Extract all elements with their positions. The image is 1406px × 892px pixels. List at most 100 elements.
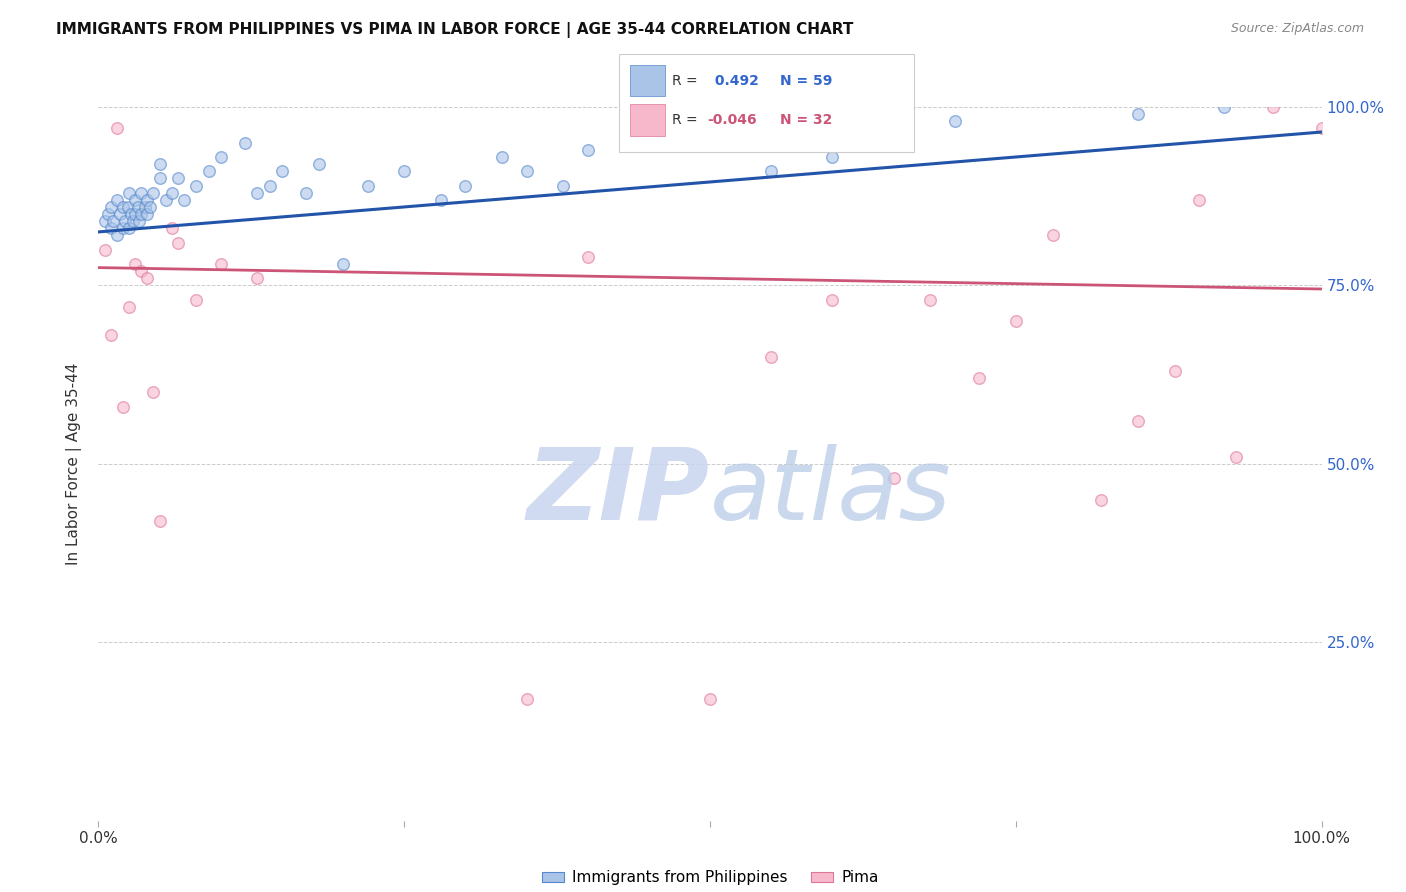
Point: [356, 178, 378, 193]
Text: R =: R =: [672, 113, 702, 128]
Point: [553, 178, 575, 193]
Point: [149, 157, 172, 171]
Point: [136, 271, 159, 285]
Point: [111, 200, 134, 214]
Point: [124, 207, 146, 221]
Point: [127, 200, 149, 214]
Point: [129, 264, 152, 278]
Point: [1128, 107, 1150, 121]
Point: [259, 178, 281, 193]
Point: [105, 228, 128, 243]
Point: [129, 207, 152, 221]
Legend: Immigrants from Philippines, Pima: Immigrants from Philippines, Pima: [536, 864, 884, 891]
Point: [392, 164, 416, 178]
Point: [332, 257, 354, 271]
Point: [454, 178, 477, 193]
Point: [1090, 492, 1112, 507]
Point: [149, 514, 172, 528]
Point: [246, 271, 269, 285]
Point: [118, 300, 141, 314]
Point: [129, 186, 152, 200]
Text: R =: R =: [672, 74, 702, 88]
Point: [515, 692, 537, 706]
Point: [270, 164, 294, 178]
Point: [576, 250, 599, 264]
Point: [100, 221, 122, 235]
Point: [1042, 228, 1064, 243]
Point: [97, 207, 120, 221]
Point: [149, 171, 172, 186]
Text: Source: ZipAtlas.com: Source: ZipAtlas.com: [1230, 22, 1364, 36]
Point: [638, 136, 661, 150]
Point: [139, 200, 162, 214]
Point: [121, 214, 143, 228]
Point: [233, 136, 256, 150]
Text: IMMIGRANTS FROM PHILIPPINES VS PIMA IN LABOR FORCE | AGE 35-44 CORRELATION CHART: IMMIGRANTS FROM PHILIPPINES VS PIMA IN L…: [56, 22, 853, 38]
Point: [1261, 100, 1284, 114]
Point: [1212, 100, 1234, 114]
Point: [186, 178, 208, 193]
Point: [209, 150, 232, 164]
Point: [699, 128, 721, 143]
Text: -0.046: -0.046: [707, 113, 756, 128]
Point: [761, 350, 783, 364]
Point: [197, 164, 219, 178]
Point: [1164, 364, 1187, 378]
Text: 0.492: 0.492: [710, 74, 759, 88]
Point: [920, 293, 942, 307]
Text: N = 32: N = 32: [780, 113, 832, 128]
Text: N = 59: N = 59: [780, 74, 832, 88]
Text: ZIP: ZIP: [527, 444, 710, 541]
Point: [93, 214, 115, 228]
Point: [118, 221, 141, 235]
Point: [128, 214, 150, 228]
Point: [1188, 193, 1211, 207]
Point: [117, 200, 139, 214]
Point: [100, 328, 122, 343]
Point: [821, 293, 844, 307]
Point: [167, 235, 190, 250]
Point: [943, 114, 966, 128]
Y-axis label: In Labor Force | Age 35-44: In Labor Force | Age 35-44: [66, 363, 83, 565]
Point: [576, 143, 599, 157]
Point: [142, 186, 165, 200]
Point: [142, 385, 165, 400]
Point: [491, 150, 513, 164]
Point: [699, 692, 721, 706]
Point: [111, 400, 134, 414]
Point: [1225, 450, 1247, 464]
Point: [173, 193, 195, 207]
Point: [111, 221, 134, 235]
Point: [155, 193, 177, 207]
Point: [1310, 121, 1333, 136]
Point: [821, 150, 844, 164]
Point: [114, 214, 136, 228]
Point: [761, 164, 783, 178]
Point: [118, 186, 141, 200]
Point: [136, 207, 159, 221]
Point: [93, 243, 115, 257]
Point: [160, 186, 183, 200]
Point: [186, 293, 208, 307]
Point: [110, 207, 132, 221]
Point: [1004, 314, 1026, 328]
Point: [101, 214, 124, 228]
Point: [430, 193, 453, 207]
Point: [124, 193, 146, 207]
Point: [136, 193, 159, 207]
Point: [100, 200, 122, 214]
Point: [883, 107, 905, 121]
Point: [246, 186, 269, 200]
Point: [308, 157, 330, 171]
Point: [883, 471, 905, 485]
Text: atlas: atlas: [710, 444, 952, 541]
Point: [134, 200, 156, 214]
Point: [120, 207, 142, 221]
Point: [167, 171, 190, 186]
Point: [105, 121, 128, 136]
Point: [967, 371, 990, 385]
Point: [209, 257, 232, 271]
Point: [295, 186, 318, 200]
Point: [160, 221, 183, 235]
Point: [124, 257, 146, 271]
